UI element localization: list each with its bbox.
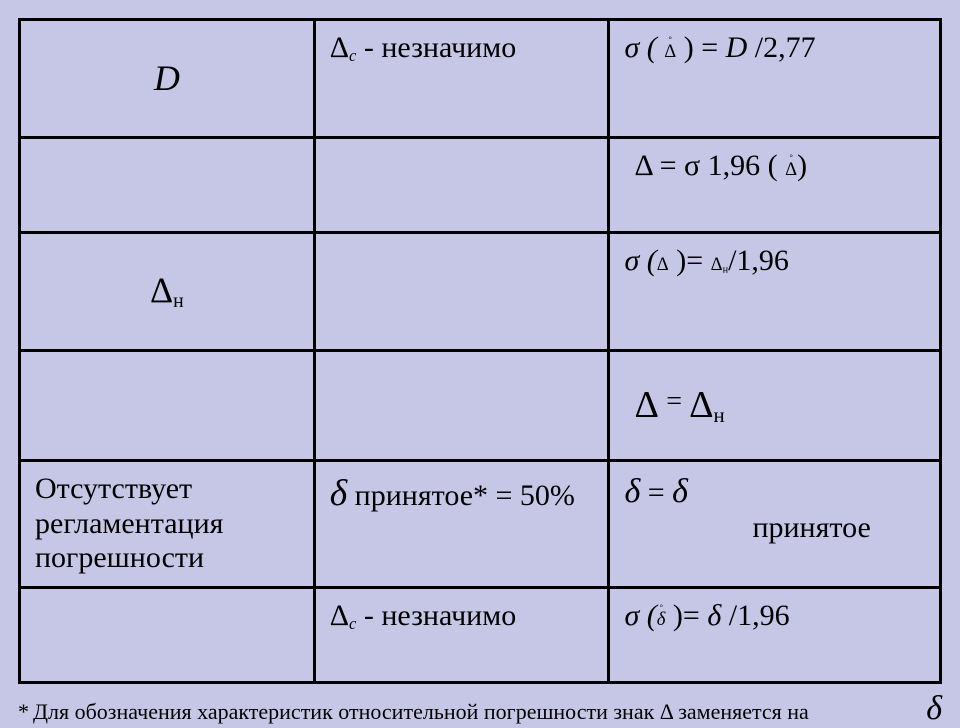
table-row: Δн σ (Δ )= Δн/1,96 — [20, 233, 941, 351]
table-row: Δc - незначимо σ (°δ )= δ /1,96 — [20, 587, 941, 682]
cell-r6c2: Δc - незначимо — [314, 587, 609, 682]
formula-table: D Δc - незначимо σ ( °Δ ) = D /2,77 Δ = … — [18, 18, 942, 684]
cell-r3c1: Δн — [20, 233, 315, 351]
text-neznachimo: - незначимо — [364, 599, 516, 632]
cell-r2c2 — [314, 138, 609, 233]
footnote-star: * — [18, 699, 29, 725]
delta-small-symbol: δ — [624, 473, 640, 510]
cell-r1c3: σ ( °Δ ) = D /2,77 — [609, 20, 941, 138]
subscript-n: н — [714, 403, 725, 427]
cell-r4c3: Δ = Δн — [609, 351, 941, 461]
symbol-D: D — [154, 58, 180, 98]
delta-symbol: Δ — [634, 384, 656, 426]
cell-r4c2 — [314, 351, 609, 461]
text: ) — [797, 149, 807, 182]
delta-symbol: Δ — [330, 599, 349, 632]
text: /1,96 — [721, 599, 789, 632]
equals: = — [640, 476, 672, 509]
sigma-symbol: σ ( — [624, 244, 656, 277]
cell-r5c2: δ принятое* = 50% — [314, 461, 609, 588]
footnote: * Для обозначения характеристик относите… — [18, 690, 942, 728]
delta-symbol: Δ — [689, 384, 713, 426]
cell-r1c2: Δc - незначимо — [314, 20, 609, 138]
text: )= — [665, 599, 707, 632]
cell-r2c3: Δ = σ 1,96 ( °Δ) — [609, 138, 941, 233]
text-neznachimo: - незначимо — [364, 31, 516, 64]
cell-r1c1: D — [20, 20, 315, 138]
text: Δ = σ 1,96 ( — [634, 149, 785, 182]
text: /2,77 — [747, 31, 815, 64]
cell-r5c3: δ = δ принятое — [609, 461, 941, 588]
table-row: Δ = σ 1,96 ( °Δ) — [20, 138, 941, 233]
text-accepted: принятое — [624, 511, 870, 544]
table-row: Δ = Δн — [20, 351, 941, 461]
delta-symbol: Δ — [330, 31, 349, 64]
delta-small-symbol: δ — [707, 599, 721, 632]
sigma-symbol: σ ( — [624, 31, 664, 64]
text: )= — [669, 244, 711, 277]
delta-small-symbol: δ — [330, 473, 347, 514]
text: ) = — [676, 31, 725, 64]
footnote-text: Для обозначения характеристик относитель… — [33, 699, 809, 725]
cell-r6c1 — [20, 587, 315, 682]
subscript-c: c — [349, 46, 356, 65]
cell-r4c1 — [20, 351, 315, 461]
equals: = — [666, 386, 689, 417]
page: D Δc - незначимо σ ( °Δ ) = D /2,77 Δ = … — [0, 0, 960, 720]
delta-small-symbol: δ — [672, 473, 688, 510]
text-no-reg: Отсутствует регламентация погрешности — [35, 472, 223, 574]
text: /1,96 — [728, 244, 789, 277]
subscript-n: н — [173, 290, 184, 312]
cell-r2c1 — [20, 138, 315, 233]
footnote-tail-symbol: δ — [926, 690, 942, 728]
sigma-symbol: σ ( — [624, 599, 656, 632]
text-accepted: принятое* = 50% — [347, 479, 575, 512]
ring-mark: ° — [789, 154, 792, 162]
delta-n: Δ — [711, 254, 723, 275]
cell-r3c2 — [314, 233, 609, 351]
cell-r6c3: σ (°δ )= δ /1,96 — [609, 587, 941, 682]
ring-mark: ° — [669, 36, 672, 44]
table-row: Отсутствует регламентация погрешности δ … — [20, 461, 941, 588]
ring-mark: ° — [659, 604, 662, 612]
table-row: D Δc - незначимо σ ( °Δ ) = D /2,77 — [20, 20, 941, 138]
cell-r3c3: σ (Δ )= Δн/1,96 — [609, 233, 941, 351]
delta-small: Δ — [657, 254, 669, 275]
subscript-c: c — [349, 614, 356, 633]
cell-r5c1: Отсутствует регламентация погрешности — [20, 461, 315, 588]
delta-symbol: Δ — [150, 270, 173, 310]
symbol-D: D — [726, 31, 748, 64]
